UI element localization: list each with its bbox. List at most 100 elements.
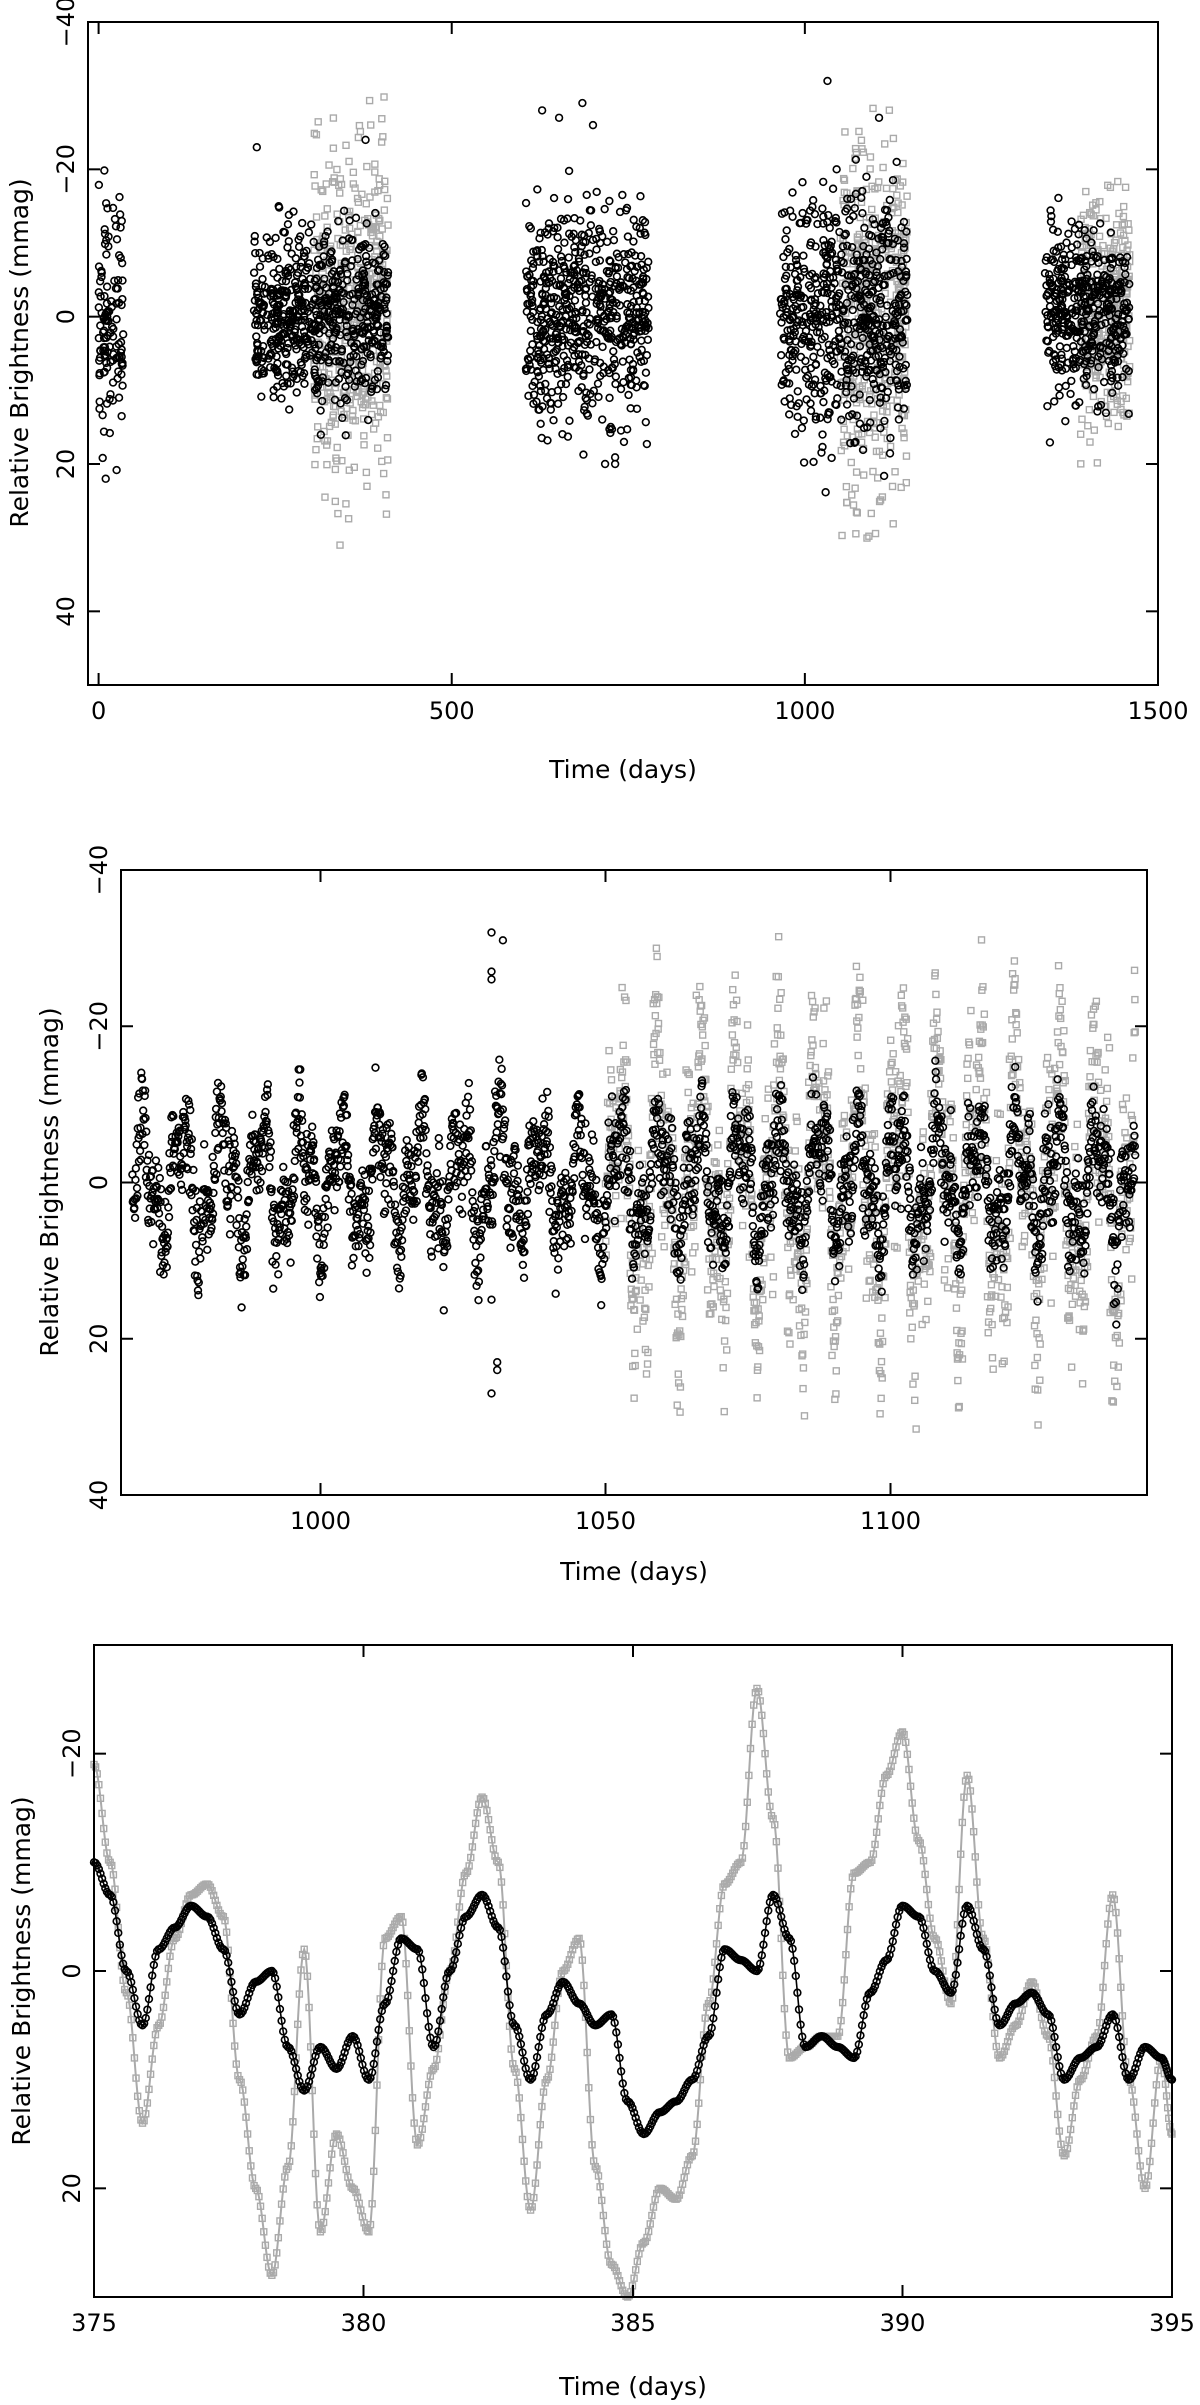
data-point bbox=[329, 144, 338, 152]
data-point bbox=[323, 460, 331, 469]
data-point bbox=[360, 432, 368, 440]
data-point bbox=[335, 181, 343, 190]
data-point bbox=[349, 180, 358, 188]
data-point bbox=[101, 199, 111, 208]
data-point bbox=[108, 396, 118, 405]
data-point bbox=[323, 441, 331, 449]
data-point bbox=[373, 444, 382, 452]
data-point bbox=[376, 408, 385, 416]
data-point bbox=[852, 468, 861, 476]
data-point bbox=[875, 178, 883, 186]
data-point bbox=[872, 447, 881, 456]
data-point bbox=[363, 482, 371, 490]
data-point bbox=[331, 383, 339, 392]
data-point bbox=[100, 347, 110, 356]
data-point bbox=[1125, 336, 1134, 345]
data-point bbox=[883, 408, 891, 416]
panel-1-y-axis-label: Relative Brightness (mmag) bbox=[5, 178, 34, 527]
data-point bbox=[902, 452, 911, 460]
data-point bbox=[863, 534, 871, 542]
data-point bbox=[898, 201, 906, 209]
data-point bbox=[331, 465, 340, 474]
data-point bbox=[842, 482, 851, 491]
data-point bbox=[107, 297, 116, 306]
data-point bbox=[1090, 426, 1099, 434]
data-point bbox=[869, 104, 877, 113]
data-point bbox=[366, 193, 374, 201]
data-point bbox=[117, 300, 126, 310]
data-point bbox=[903, 192, 911, 200]
data-point bbox=[349, 416, 357, 424]
data-point bbox=[112, 235, 122, 244]
data-point bbox=[312, 445, 320, 454]
data-point bbox=[371, 168, 379, 176]
data-point bbox=[1120, 220, 1129, 228]
data-point bbox=[118, 294, 127, 304]
data-point bbox=[321, 493, 329, 501]
data-point bbox=[379, 469, 388, 478]
data-point bbox=[1113, 400, 1122, 408]
data-point bbox=[335, 366, 343, 374]
data-point bbox=[96, 321, 105, 330]
data-point bbox=[1119, 243, 1127, 252]
data-point bbox=[309, 237, 318, 247]
data-point bbox=[94, 288, 104, 297]
data-point bbox=[362, 200, 370, 208]
data-point bbox=[283, 220, 293, 229]
data-point bbox=[315, 242, 324, 251]
data-point bbox=[869, 467, 877, 476]
data-point bbox=[342, 500, 350, 508]
data-point bbox=[1119, 202, 1128, 211]
data-point bbox=[117, 258, 127, 268]
data-point bbox=[894, 199, 902, 207]
data-point bbox=[1116, 229, 1125, 237]
data-point bbox=[1102, 214, 1110, 223]
data-point bbox=[849, 164, 857, 173]
data-point bbox=[95, 353, 105, 362]
data-point bbox=[108, 203, 118, 213]
y-tick-label: −40 bbox=[52, 0, 80, 47]
x-tick-label: 500 bbox=[429, 697, 475, 725]
data-point bbox=[871, 433, 879, 441]
data-point bbox=[325, 422, 334, 431]
data-point bbox=[1094, 367, 1102, 375]
data-point bbox=[113, 276, 123, 285]
data-point bbox=[284, 210, 294, 220]
data-point bbox=[897, 483, 905, 492]
data-point bbox=[1082, 187, 1090, 196]
data-point bbox=[367, 121, 375, 129]
data-point bbox=[319, 237, 329, 246]
data-point bbox=[847, 458, 855, 467]
data-point bbox=[1096, 197, 1104, 206]
data-point bbox=[371, 160, 379, 168]
data-point bbox=[107, 302, 116, 312]
data-point bbox=[333, 165, 341, 174]
data-point bbox=[106, 357, 115, 367]
data-point bbox=[1093, 459, 1102, 467]
data-point bbox=[849, 501, 858, 509]
data-point bbox=[1110, 408, 1118, 417]
data-point bbox=[384, 456, 392, 464]
y-tick-label: 0 bbox=[52, 309, 80, 324]
data-point bbox=[376, 360, 384, 368]
data-point bbox=[100, 225, 109, 234]
data-point bbox=[851, 484, 859, 492]
data-point bbox=[323, 396, 331, 404]
data-point bbox=[371, 188, 379, 196]
data-point bbox=[383, 372, 391, 380]
data-point bbox=[1118, 221, 1126, 229]
data-point bbox=[382, 491, 390, 499]
data-point bbox=[320, 368, 328, 377]
data-point bbox=[859, 148, 868, 156]
data-point bbox=[322, 180, 330, 188]
data-point bbox=[368, 223, 376, 231]
data-point bbox=[345, 157, 353, 166]
data-point bbox=[118, 330, 128, 339]
data-point bbox=[1087, 210, 1095, 218]
data-point bbox=[1123, 377, 1132, 386]
data-point bbox=[377, 138, 386, 146]
data-point bbox=[314, 118, 322, 126]
data-point bbox=[97, 268, 106, 277]
data-point bbox=[848, 491, 856, 499]
